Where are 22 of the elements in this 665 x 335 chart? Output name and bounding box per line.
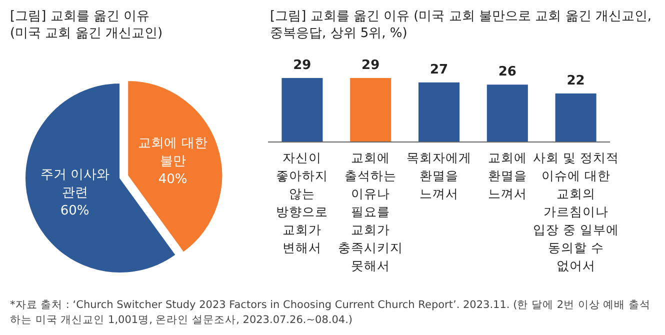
bar bbox=[555, 93, 596, 142]
data-label: 40% bbox=[158, 172, 188, 187]
bar bbox=[418, 82, 460, 142]
data-label: 29 bbox=[362, 58, 380, 73]
data-label: 60% bbox=[60, 204, 90, 219]
slice-label: 교회에 대한 불만 bbox=[138, 136, 208, 169]
x-tick-label: 교회에 환멸을 느껴서 bbox=[488, 150, 527, 201]
text: *자료 출처 : ‘Church Switcher Study 2023 Factors in Choosing Current Church Report’. 2023.11. (한 달에 2번 이상 예배 출석하는 미국 개신교인 1,001명, 온라인 설문조사, 2023.07.26.~08.04.) bbox=[10, 298, 652, 328]
x-tick-label: 목회자에게 환멸을 느껴서 bbox=[406, 150, 472, 201]
data-label: 29 bbox=[293, 58, 312, 73]
chart-title: [그림] 교회를 옮긴 이유 (미국 교회 불만으로 교회 옮긴 개신교인, 중복응답, 상위 5위, %) bbox=[270, 9, 652, 41]
data-label: 26 bbox=[498, 64, 516, 80]
bar bbox=[486, 84, 528, 142]
x-tick-label: 사회 및 정치적 이슈에 대한 교회의 가르침이나 입장 중 일부에 동의할 수 없어서 bbox=[532, 150, 619, 273]
data-label: 27 bbox=[430, 62, 448, 78]
slice-label: 주거 이사와 관련 bbox=[40, 168, 110, 201]
data-label: 22 bbox=[566, 73, 585, 88]
x-tick-label: 교회에 출석하는 이유나 필요를 교회가 충족시키지 못해서 bbox=[338, 150, 404, 273]
x-tick-label: 자신이 좋아하지 않는 방향으로 교회가 변해서 bbox=[276, 150, 328, 255]
bar bbox=[350, 78, 392, 142]
chart-title: [그림] 교회를 옮긴 이유 (미국 교회 옮긴 개신교인) bbox=[10, 9, 163, 41]
bar bbox=[282, 78, 323, 142]
